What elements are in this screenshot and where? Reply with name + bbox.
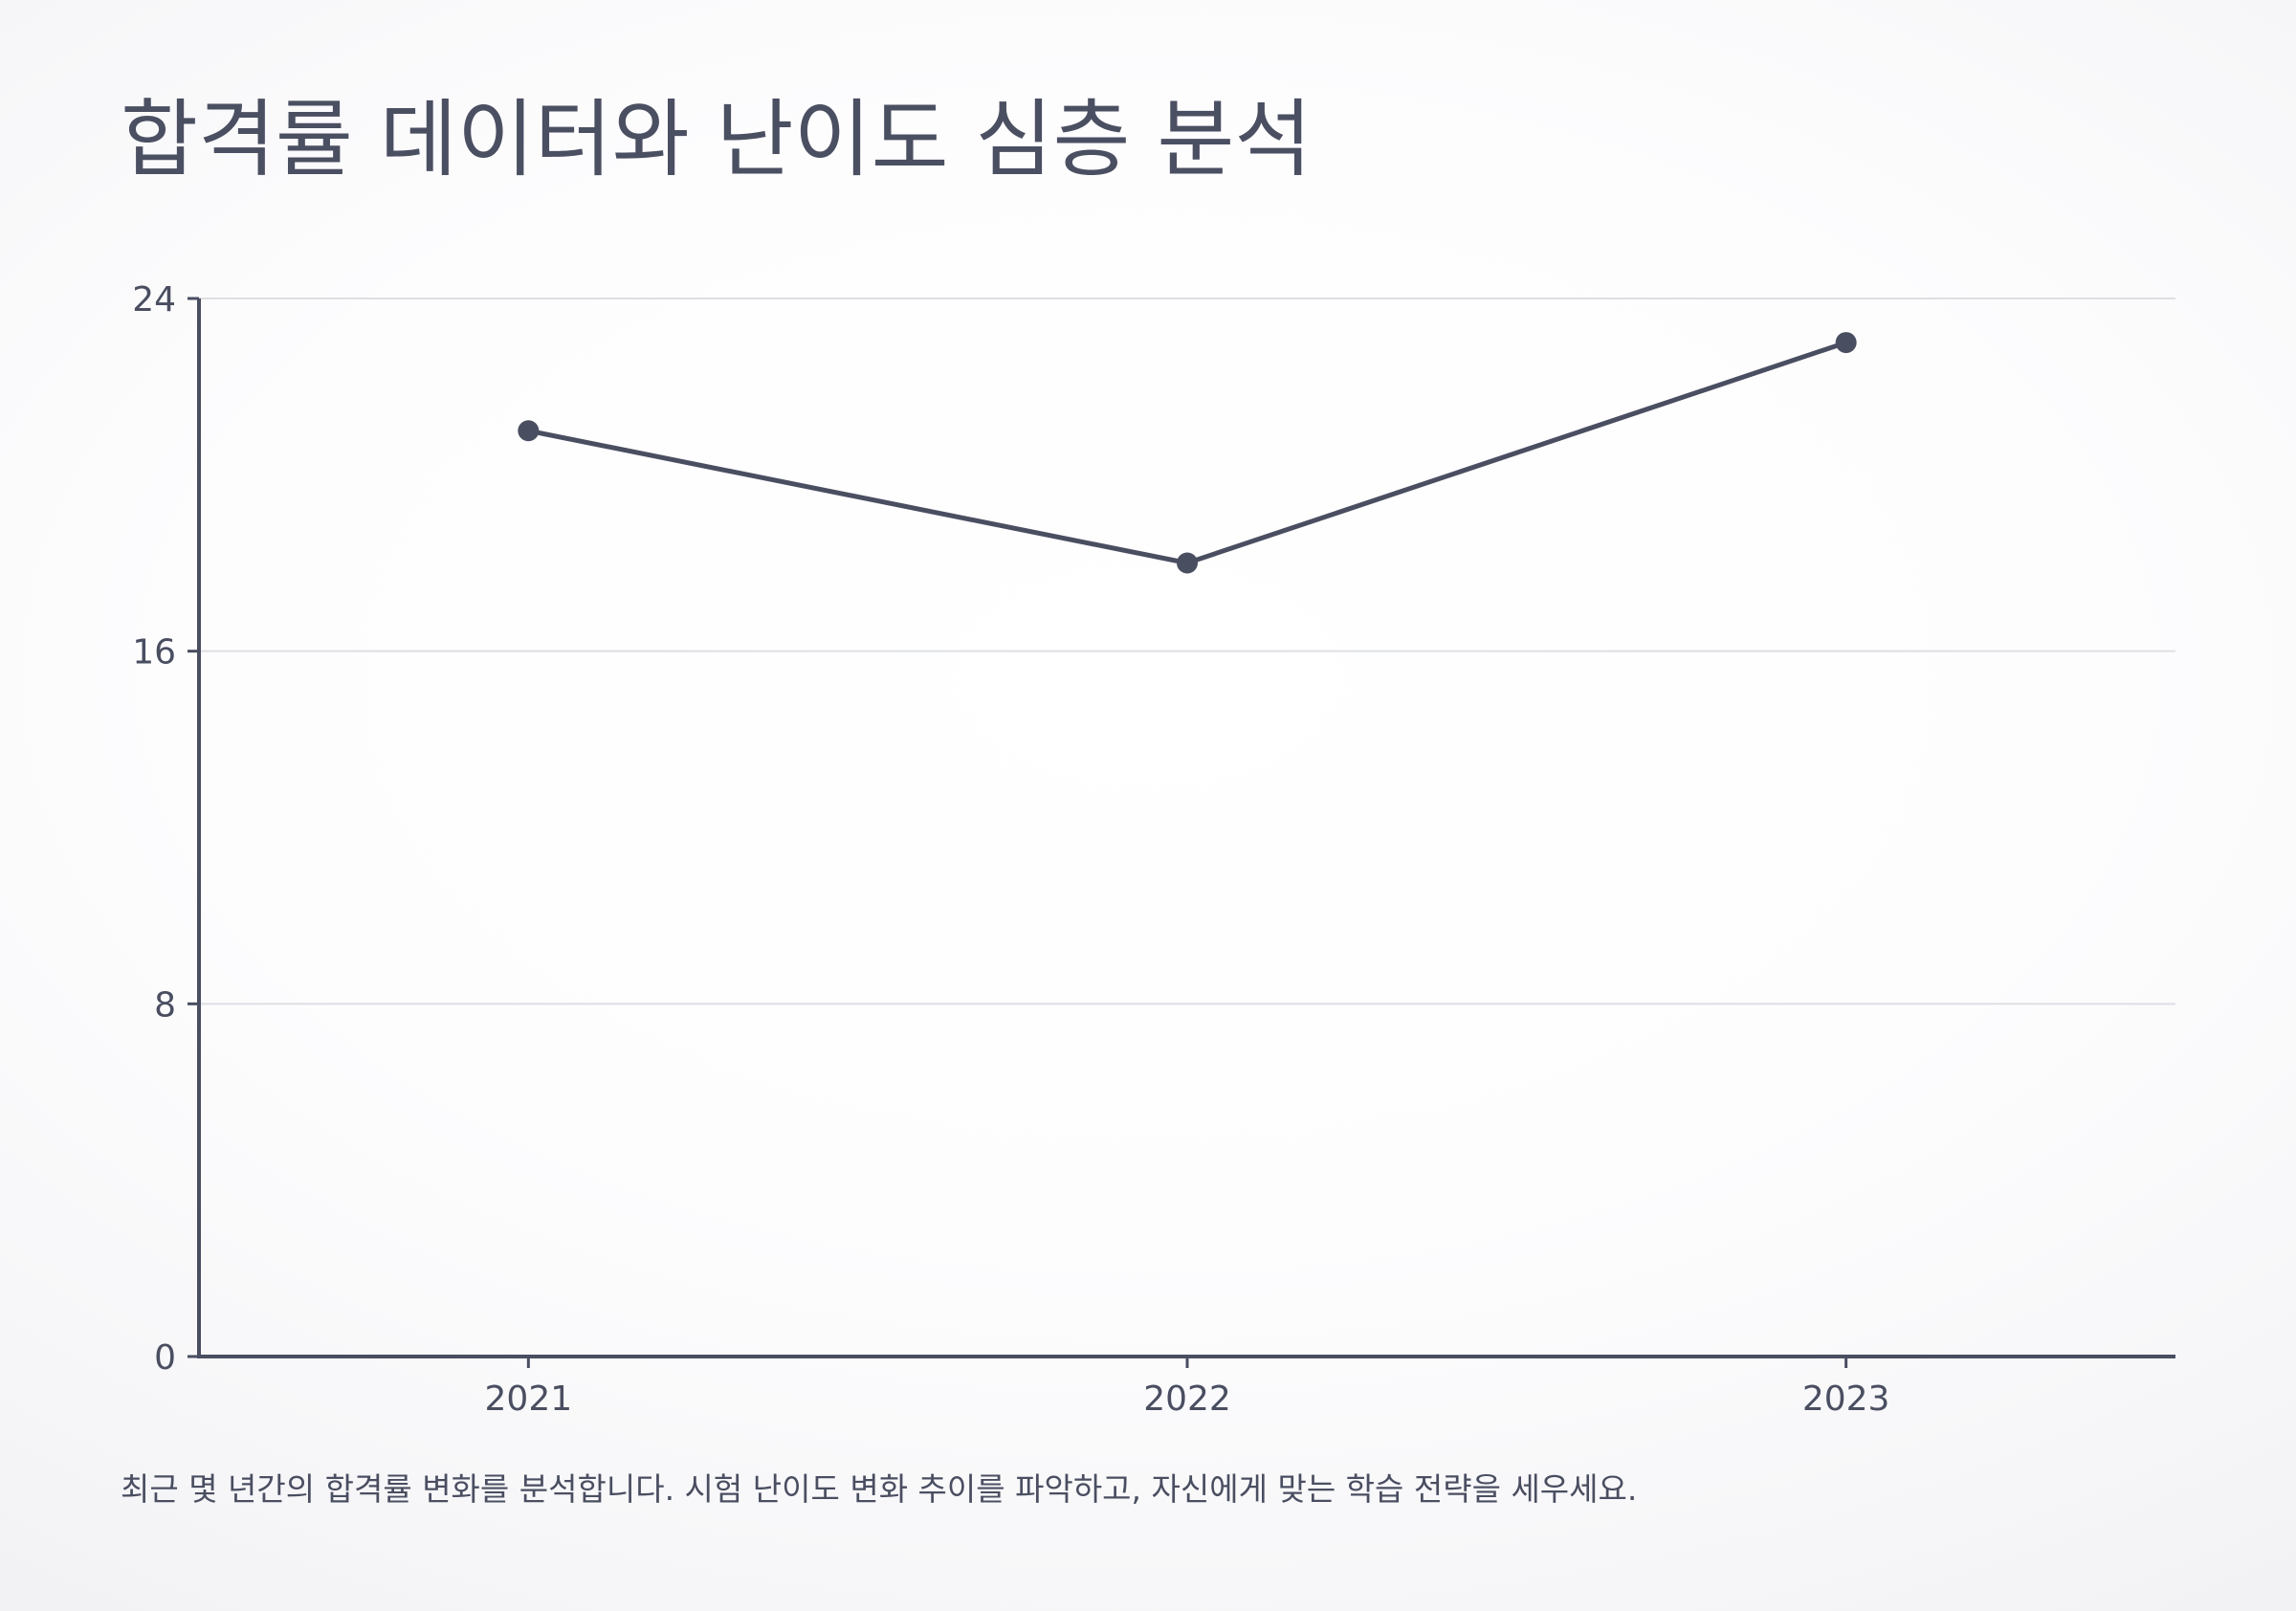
grid-lines: [199, 298, 2175, 1005]
y-tick-label: 24: [132, 280, 176, 320]
series: [518, 332, 1857, 574]
series-line: [525, 340, 1849, 565]
x-tick-label: 2021: [485, 1379, 573, 1419]
data-point: [518, 420, 540, 442]
y-tick-label: 0: [154, 1338, 176, 1378]
data-point: [1835, 332, 1857, 354]
y-tick-label: 16: [132, 633, 176, 673]
axes: [197, 298, 2175, 1358]
y-axis-ticks: 0 8 16 24: [132, 280, 199, 1378]
data-point: [1177, 552, 1198, 574]
x-tick-label: 2023: [1802, 1379, 1890, 1419]
page-title: 합격률 데이터와 난이도 심층 분석: [121, 90, 1313, 188]
chart-caption: 최근 몇 년간의 합격률 변화를 분석합니다. 시험 난이도 변화 추이를 파악…: [121, 1470, 1638, 1508]
x-axis-ticks: 2021 2022 2023: [485, 1357, 1890, 1419]
y-tick-label: 8: [154, 985, 176, 1025]
x-tick-label: 2022: [1143, 1379, 1231, 1419]
